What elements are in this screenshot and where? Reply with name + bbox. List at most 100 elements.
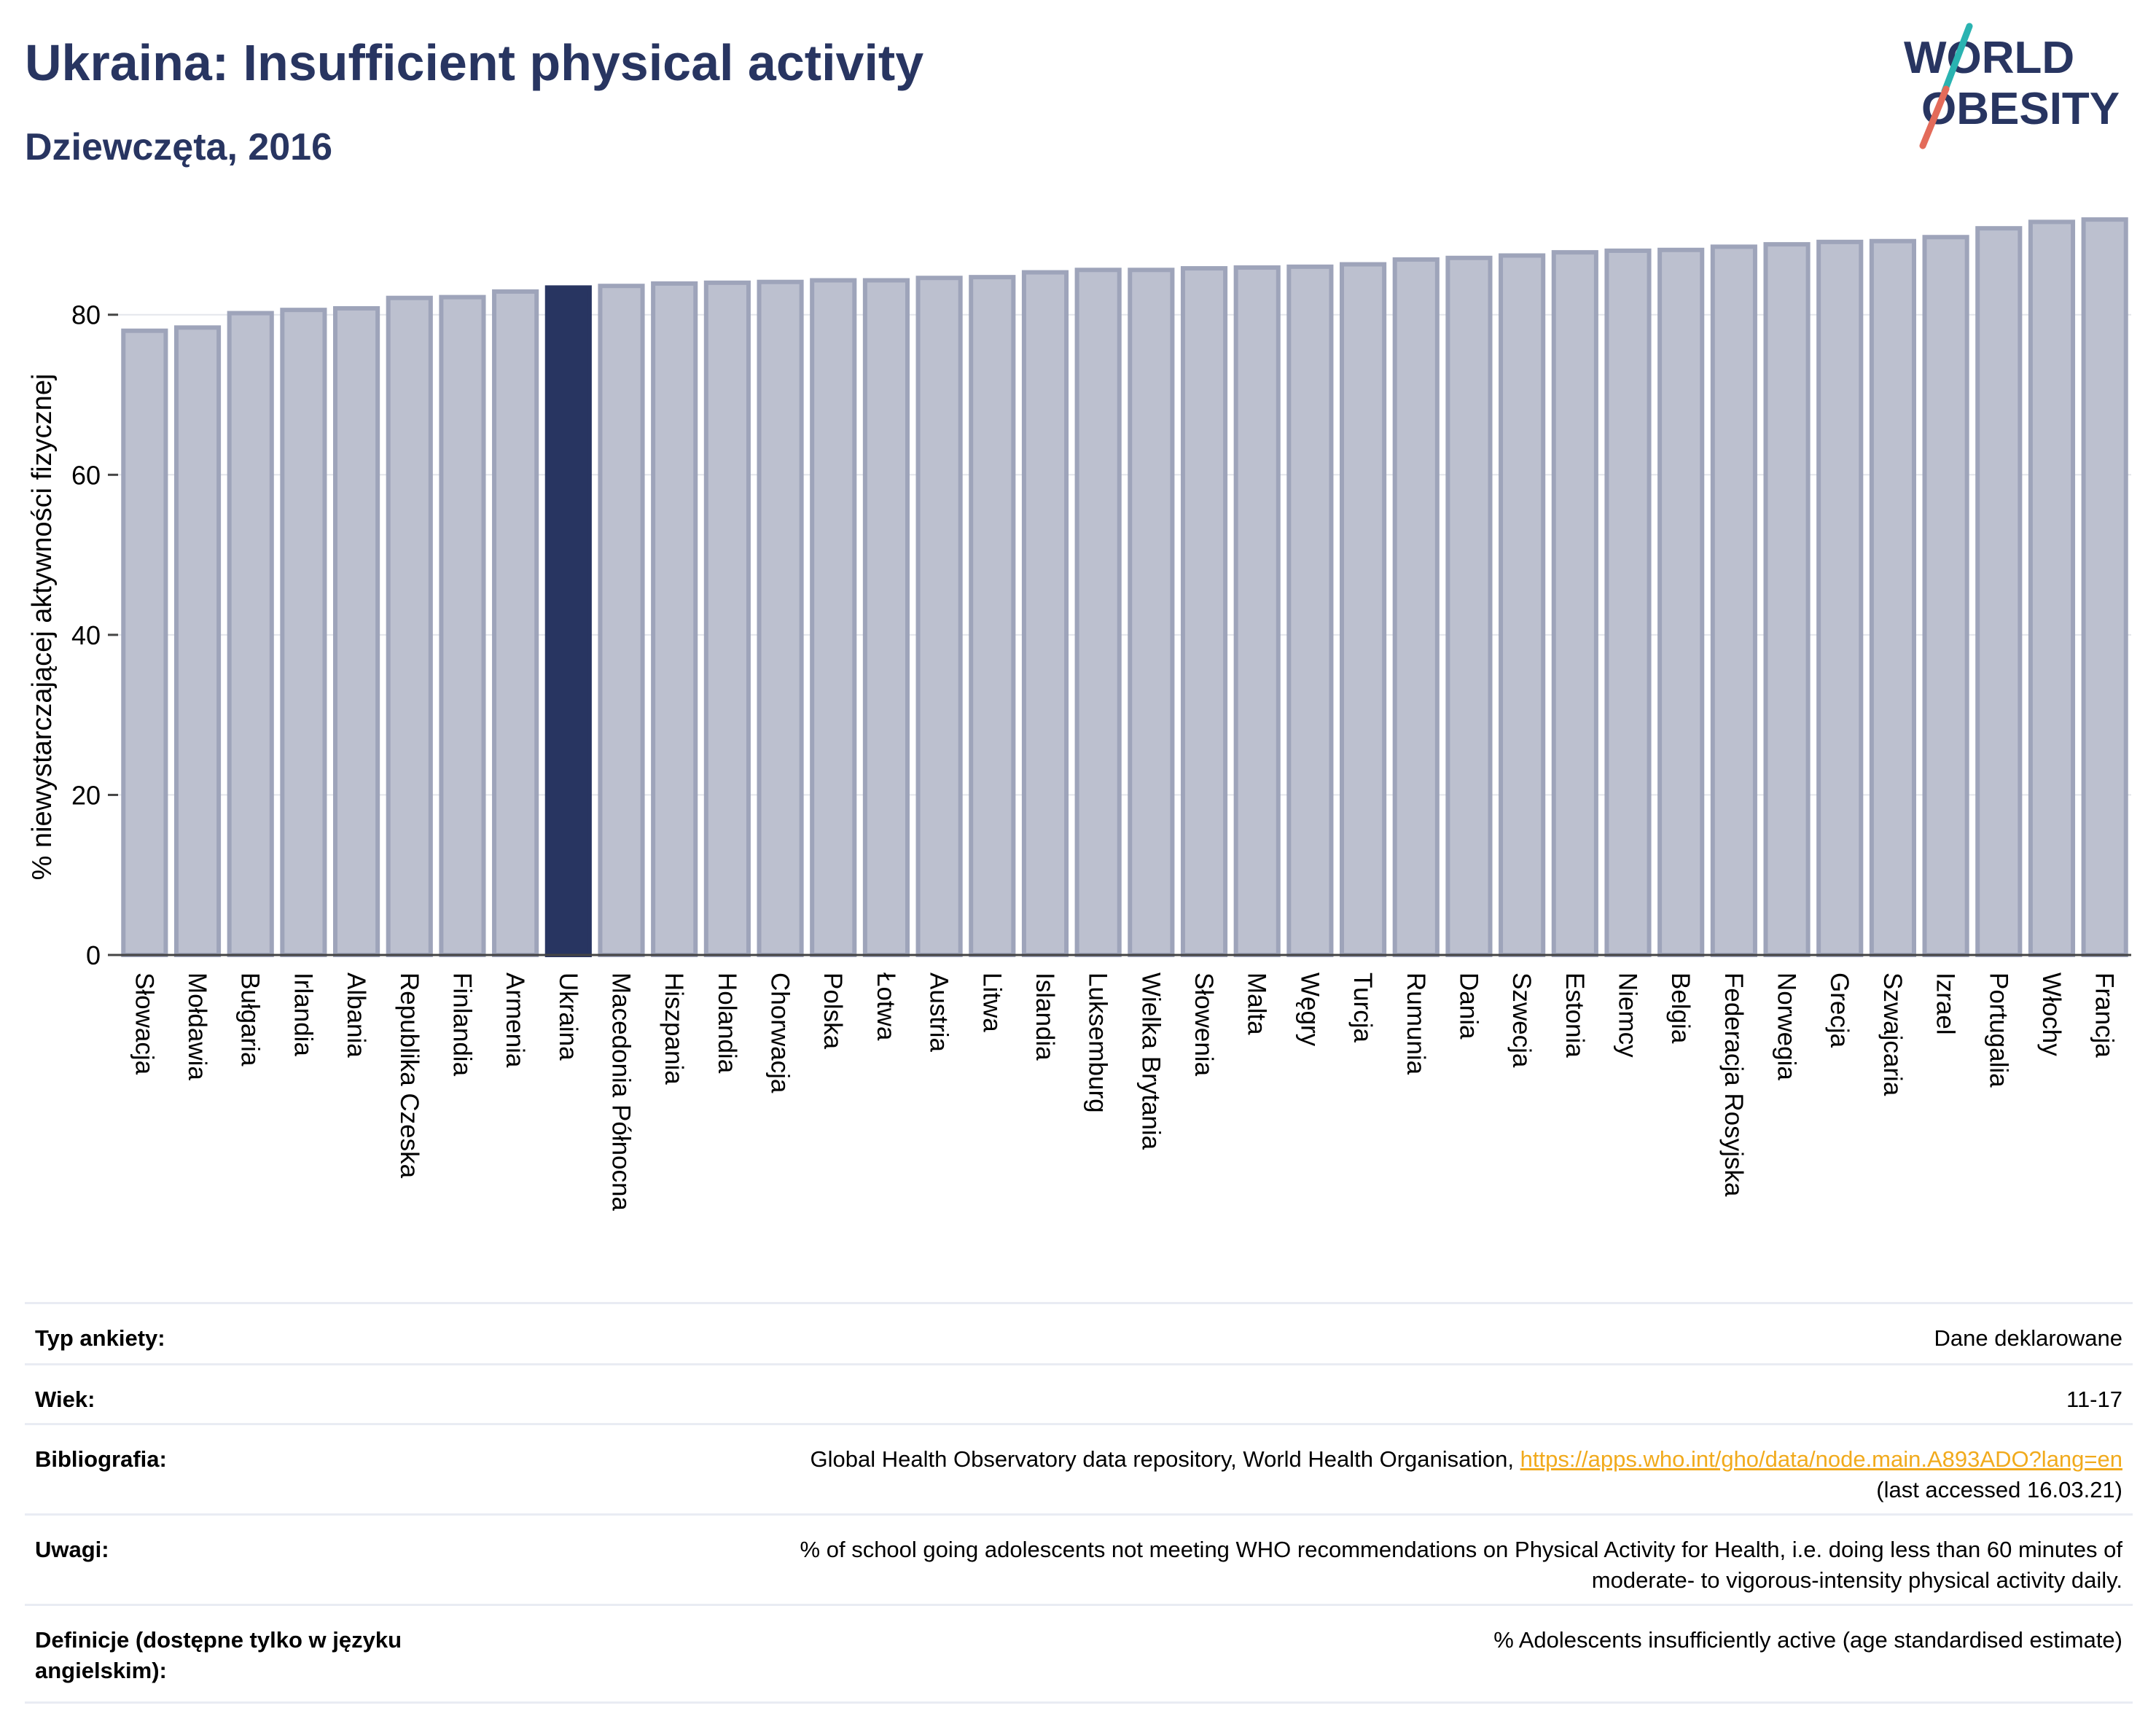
x-tick-label: Armenia bbox=[501, 972, 529, 1068]
bibliography-link[interactable]: https://apps.who.int/gho/data/node.main.… bbox=[1520, 1446, 2122, 1472]
bar bbox=[969, 275, 1016, 957]
x-tick-label: Hiszpania bbox=[660, 972, 688, 1085]
meta-row-survey-type: Typ ankiety: Dane deklarowane bbox=[25, 1304, 2133, 1365]
bar bbox=[703, 280, 751, 957]
x-tick-label: Mołdawia bbox=[183, 972, 211, 1080]
chart-title: Ukraina: Insufficient physical activity bbox=[25, 34, 924, 91]
meta-label: Typ ankiety: bbox=[35, 1325, 165, 1351]
bar bbox=[1816, 239, 1864, 957]
bar bbox=[1392, 257, 1440, 957]
bar bbox=[1763, 242, 1811, 957]
x-tick-label: Islandia bbox=[1031, 972, 1059, 1061]
bar bbox=[1922, 235, 1969, 957]
bar bbox=[1445, 255, 1493, 958]
x-tick-label: Austria bbox=[925, 972, 953, 1052]
x-tick-label: Norwegia bbox=[1773, 972, 1801, 1080]
x-tick-label: Malta bbox=[1243, 972, 1271, 1035]
x-tick-label: Irlandia bbox=[289, 972, 317, 1056]
bar bbox=[1074, 268, 1122, 957]
meta-row-bibliography: Bibliografia: Global Health Observatory … bbox=[25, 1425, 2133, 1516]
x-tick-label: Chorwacja bbox=[766, 972, 794, 1093]
bar bbox=[862, 278, 910, 958]
x-tick-label: Izrael bbox=[1932, 972, 1960, 1035]
notes-line-2: moderate- to vigorous-intensity physical… bbox=[1591, 1567, 2122, 1593]
x-tick-label: Szwecja bbox=[1507, 972, 1536, 1068]
x-tick-label: Albania bbox=[342, 972, 370, 1058]
meta-value: % Adolescents insufficiently active (age… bbox=[1493, 1627, 2122, 1653]
meta-value-bibliography: Global Health Observatory data repositor… bbox=[811, 1444, 2122, 1505]
meta-label: Bibliografia: bbox=[35, 1446, 167, 1472]
x-tick-label: Ukraina bbox=[554, 972, 582, 1061]
bar bbox=[810, 278, 857, 958]
x-tick-label: Turcja bbox=[1348, 972, 1377, 1042]
x-tick-label: Republika Czeska bbox=[395, 972, 423, 1179]
x-tick-label: Słowacja bbox=[130, 972, 158, 1075]
bar bbox=[492, 289, 539, 957]
bar bbox=[915, 276, 963, 957]
bar bbox=[1975, 226, 2023, 958]
bar bbox=[2028, 219, 2076, 957]
x-tick-label: Federacja Rosyjska bbox=[1719, 972, 1748, 1197]
y-tick-label: 0 bbox=[86, 940, 101, 970]
x-tick-label: Belgia bbox=[1666, 972, 1695, 1044]
bar bbox=[1657, 247, 1705, 957]
bar bbox=[386, 295, 433, 958]
x-tick-label: Rumunia bbox=[1402, 972, 1430, 1075]
bar bbox=[651, 281, 698, 958]
bar bbox=[121, 328, 168, 957]
bar bbox=[1340, 262, 1387, 957]
x-tick-label: Holandia bbox=[713, 972, 741, 1074]
x-tick-label: Estonia bbox=[1561, 972, 1589, 1058]
bar bbox=[1710, 244, 1757, 958]
bar bbox=[1869, 238, 1916, 957]
meta-label: Uwagi: bbox=[35, 1537, 109, 1562]
y-tick-label: 80 bbox=[71, 300, 101, 330]
x-tick-label: Finlandia bbox=[448, 972, 476, 1077]
y-tick-label: 20 bbox=[71, 780, 101, 810]
bar bbox=[1604, 248, 1652, 958]
x-tick-label: Portugalia bbox=[1984, 972, 2012, 1088]
y-ticks: 0 20 40 60 80 bbox=[71, 300, 118, 970]
bar bbox=[1021, 270, 1069, 958]
bar bbox=[1499, 253, 1546, 957]
bar bbox=[598, 284, 645, 957]
x-tick-label: Grecja bbox=[1825, 972, 1854, 1048]
logo-slash-teal bbox=[1941, 23, 1973, 95]
x-tick-label: Słowenia bbox=[1190, 972, 1218, 1077]
chart-subtitle: Dziewczęta, 2016 bbox=[25, 126, 333, 168]
logo-slash-coral bbox=[1919, 85, 1950, 149]
bar bbox=[1551, 250, 1598, 957]
bars bbox=[121, 217, 2128, 958]
x-tick-label: Węgry bbox=[1295, 972, 1324, 1047]
bar bbox=[2081, 217, 2128, 957]
x-tick-label: Polska bbox=[819, 972, 847, 1050]
meta-value: Dane deklarowane bbox=[1934, 1325, 2122, 1351]
x-tick-label: Wielka Brytania bbox=[1136, 972, 1165, 1150]
bar bbox=[757, 279, 804, 957]
bar-highlight bbox=[544, 285, 592, 958]
bar-chart: 0 20 40 60 80 Słowacja Mołdawia Bułgaria Irland… bbox=[27, 217, 2131, 1211]
bar bbox=[227, 311, 274, 958]
notes-line-1: % of school going adolescents not meetin… bbox=[800, 1537, 2122, 1562]
bar bbox=[1128, 268, 1175, 957]
x-tick-label: Francja bbox=[2090, 972, 2119, 1058]
meta-label: Wiek: bbox=[35, 1387, 95, 1412]
meta-row-definitions: Definicje (dostępne tylko w języku angie… bbox=[25, 1606, 2133, 1704]
world-obesity-logo: WORLD OBESITY bbox=[1904, 23, 2120, 149]
x-tick-label: Macedonia Północna bbox=[607, 972, 636, 1211]
y-axis-label: % niewystarczającej aktywności fizycznej bbox=[27, 374, 58, 881]
x-tick-labels: Słowacja Mołdawia Bułgaria Irlandia Albania R… bbox=[130, 972, 2118, 1211]
x-tick-label: Szwajcaria bbox=[1878, 972, 1907, 1096]
bar bbox=[280, 308, 327, 957]
x-tick-label: Łotwa bbox=[872, 972, 900, 1041]
metadata-table: Typ ankiety: Dane deklarowane Wiek: 11-1… bbox=[25, 1302, 2133, 1704]
meta-value: 11-17 bbox=[2066, 1387, 2122, 1412]
bar bbox=[333, 305, 380, 957]
y-tick-label: 40 bbox=[71, 620, 101, 650]
meta-value-notes: % of school going adolescents not meetin… bbox=[800, 1535, 2122, 1596]
x-tick-label: Bułgaria bbox=[236, 972, 265, 1067]
meta-label: Definicje (dostępne tylko w języku angie… bbox=[35, 1627, 402, 1683]
bibliography-text: Global Health Observatory data repositor… bbox=[810, 1446, 1520, 1472]
y-tick-label: 60 bbox=[71, 460, 101, 490]
bar bbox=[173, 325, 222, 958]
